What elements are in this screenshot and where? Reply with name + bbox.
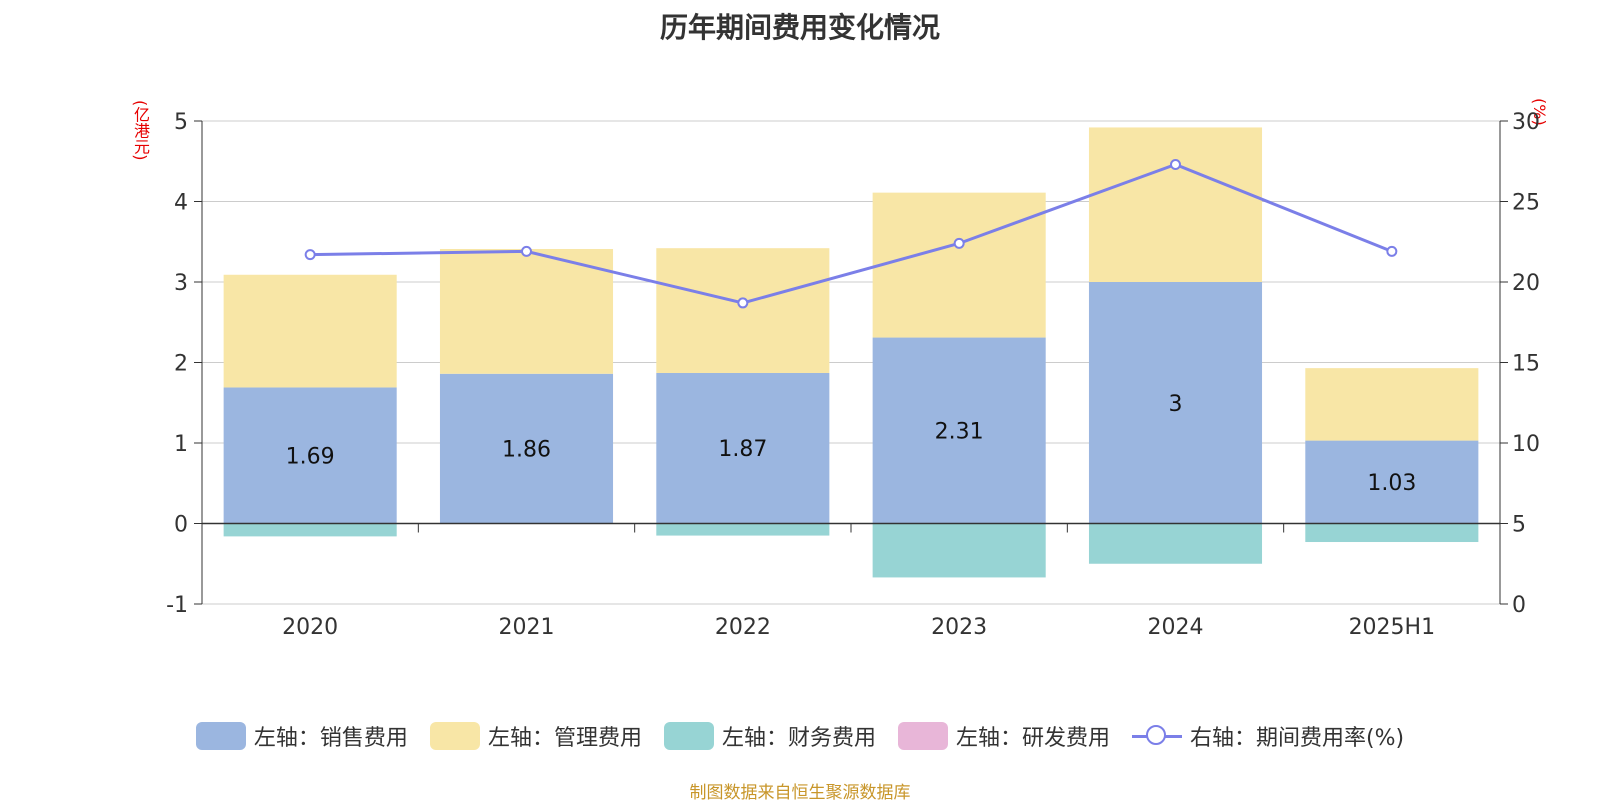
rate-point (953, 237, 965, 249)
chart-canvas: -1 0 1 2 3 4 5 0 5 10 15 20 25 30 1.69 1.86 1.87 2.31 3 1.0… (166, 110, 1540, 640)
legend-item[interactable]: 左轴：财务费用 (663, 720, 876, 752)
right-axis-tick-label: 15 (1512, 352, 1540, 377)
rate-point (737, 297, 749, 309)
legend-swatch (897, 722, 948, 750)
rate-line (310, 162, 1393, 305)
legend-label: 左轴：研发费用 (955, 726, 1110, 751)
legend-line-swatch (1131, 722, 1182, 750)
legend-item[interactable]: 右轴：期间费用率(%) (1131, 720, 1405, 752)
left-axis-tick-label: 3 (174, 271, 188, 296)
bar-value-label: 2.31 (935, 420, 984, 445)
right-axis-tick-label: 30 (1512, 110, 1540, 135)
rate-point (1170, 158, 1181, 170)
x-axis-tick-label: 2021 (499, 615, 555, 640)
bar (1088, 127, 1263, 282)
left-axis-tick-label: 4 (174, 191, 188, 216)
legend-swatch (663, 722, 714, 750)
legend-label: 左轴：销售费用 (253, 726, 408, 751)
bar (656, 248, 830, 373)
left-axis-tick-label: -1 (166, 593, 188, 618)
bar (1305, 440, 1479, 524)
left-axis-tick-label: 1 (174, 432, 188, 457)
legend-label: 左轴：财务费用 (721, 726, 876, 751)
legend-swatch (195, 722, 246, 750)
legend-label: 右轴：期间费用率(%) (1189, 726, 1405, 751)
data-source-note: 制图数据来自恒生聚源数据库 (689, 783, 911, 803)
rate-point (521, 245, 532, 257)
right-axis-tick-label: 5 (1512, 513, 1526, 538)
rate-point (304, 249, 316, 261)
bar-value-label: 1.03 (1367, 471, 1416, 496)
bar (439, 373, 614, 524)
right-axis-tick-label: 20 (1512, 271, 1540, 296)
legend-item[interactable]: 左轴：销售费用 (195, 720, 408, 752)
right-axis-tick-label: 10 (1512, 432, 1540, 457)
bar (1088, 282, 1263, 524)
legend-label: 左轴：管理费用 (487, 726, 642, 751)
bar-value-label: 1.69 (286, 444, 335, 469)
bar (223, 274, 397, 388)
x-axis-tick-label: 2022 (715, 615, 771, 640)
bar (1305, 368, 1479, 441)
legend-swatch (429, 722, 480, 750)
chart-legend: 左轴：销售费用 左轴：管理费用 左轴：财务费用 左轴：研发费用 右轴：期间费用率(%) (0, 718, 1600, 754)
right-axis-tick-label: 25 (1512, 191, 1540, 216)
right-axis-tick-label: 0 (1512, 593, 1526, 618)
bar (223, 387, 397, 524)
left-axis-tick-label: 2 (174, 352, 188, 377)
rate-point (1386, 245, 1398, 257)
bar (872, 523, 1046, 578)
left-axis-tick-label: 0 (174, 513, 188, 538)
bar (223, 523, 397, 537)
legend-item[interactable]: 左轴：研发费用 (897, 720, 1110, 752)
bar (439, 248, 614, 374)
right-axis-unit: (%) (1530, 98, 1549, 126)
bar (1305, 523, 1479, 543)
x-axis-tick-label: 2020 (282, 615, 338, 640)
left-axis-tick-label: 5 (174, 110, 188, 135)
bar-value-label: 1.86 (502, 438, 551, 463)
bar-value-label: 1.87 (718, 437, 767, 462)
x-axis-tick-label: 2023 (931, 615, 987, 640)
chart-title: 历年期间费用变化情况 (659, 11, 940, 44)
bar (656, 523, 830, 536)
legend-item[interactable]: 左轴：管理费用 (429, 720, 642, 752)
x-axis-tick-label: 2025H1 (1349, 615, 1436, 640)
left-axis-unit: (亿港元) (131, 100, 150, 161)
bar (1088, 523, 1263, 564)
bar (656, 372, 830, 524)
bar-value-label: 3 (1169, 392, 1183, 417)
x-axis-tick-label: 2024 (1148, 615, 1204, 640)
bar (872, 337, 1046, 524)
bar (872, 192, 1046, 338)
